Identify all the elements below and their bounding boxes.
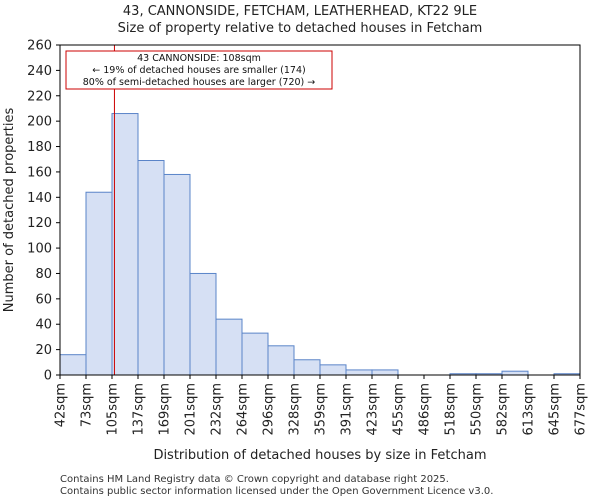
- y-axis-label: Number of detached properties: [2, 108, 17, 313]
- x-tick-label: 486sqm: [418, 383, 433, 436]
- x-tick-label: 264sqm: [236, 383, 251, 436]
- annotation-line-3: 80% of semi-detached houses are larger (…: [83, 77, 316, 88]
- annotation-line-2: ← 19% of detached houses are smaller (17…: [92, 65, 305, 76]
- x-tick-label: 232sqm: [210, 383, 225, 436]
- y-tick-label: 20: [35, 343, 52, 358]
- x-tick-label: 201sqm: [184, 383, 199, 436]
- x-tick-label: 105sqm: [106, 383, 121, 436]
- x-tick-label: 423sqm: [366, 383, 381, 436]
- x-tick-label: 42sqm: [54, 383, 69, 427]
- x-tick-label: 645sqm: [548, 383, 563, 436]
- annotation-line-1: 43 CANNONSIDE: 108sqm: [137, 53, 261, 64]
- x-tick-label: 296sqm: [262, 383, 277, 436]
- x-tick-label: 455sqm: [392, 383, 407, 436]
- histogram-bar: [371, 369, 399, 376]
- histogram-bar: [111, 113, 139, 376]
- annotation-box: 43 CANNONSIDE: 108sqm ← 19% of detached …: [65, 50, 333, 90]
- y-tick-label: 100: [27, 242, 52, 257]
- y-tick-label: 0: [44, 369, 52, 384]
- footer-line-2: Contains public sector information licen…: [60, 486, 493, 497]
- y-tick-label: 140: [27, 191, 52, 206]
- x-tick-label: 582sqm: [496, 383, 511, 436]
- histogram-bar: [59, 354, 87, 376]
- histogram-bar: [85, 191, 113, 376]
- x-tick-label: 518sqm: [444, 383, 459, 436]
- x-tick-label: 613sqm: [522, 383, 537, 436]
- chart-title: 43, CANNONSIDE, FETCHAM, LEATHERHEAD, KT…: [123, 4, 477, 19]
- x-tick-label: 169sqm: [158, 383, 173, 436]
- histogram-bar: [163, 173, 191, 376]
- y-tick-label: 80: [35, 267, 52, 282]
- x-tick-label: 73sqm: [80, 383, 95, 427]
- y-tick-label: 120: [27, 216, 52, 231]
- histogram-bar: [189, 272, 217, 376]
- y-tick-label: 220: [27, 89, 52, 104]
- y-tick-label: 180: [27, 140, 52, 155]
- y-tick-label: 40: [35, 318, 52, 333]
- chart-subtitle: Size of property relative to detached ho…: [118, 21, 483, 36]
- x-axis-label: Distribution of detached houses by size …: [153, 448, 486, 463]
- y-tick-label: 260: [27, 39, 52, 54]
- y-tick-label: 160: [27, 165, 52, 180]
- footer-line-1: Contains HM Land Registry data © Crown c…: [60, 474, 449, 485]
- histogram-bar: [293, 359, 321, 376]
- bars-group: [59, 113, 581, 376]
- x-axis-ticks: 42sqm 73sqm 105sqm 137sqm 169sqm 201sqm 232sqm…: [54, 375, 589, 436]
- y-tick-label: 200: [27, 115, 52, 130]
- x-tick-label: 328sqm: [288, 383, 303, 436]
- y-axis-ticks: 0 20 40 60 80 100 120 140 160 180 200 220 240 260: [27, 39, 60, 384]
- y-tick-label: 60: [35, 292, 52, 307]
- y-tick-label: 240: [27, 64, 52, 79]
- plot-frame: [59, 44, 581, 376]
- histogram-bar: [137, 160, 165, 376]
- x-tick-label: 359sqm: [314, 383, 329, 436]
- histogram-bar: [345, 369, 373, 376]
- x-tick-label: 391sqm: [340, 383, 355, 436]
- x-tick-label: 550sqm: [470, 383, 485, 436]
- annotation-border: [65, 50, 333, 90]
- histogram-bar: [501, 370, 529, 376]
- histogram-bar: [215, 318, 243, 376]
- histogram-bar: [267, 345, 295, 376]
- x-tick-label: 137sqm: [132, 383, 147, 436]
- histogram-bar: [319, 364, 347, 376]
- histogram-bar: [241, 332, 269, 376]
- x-tick-label: 677sqm: [574, 383, 589, 436]
